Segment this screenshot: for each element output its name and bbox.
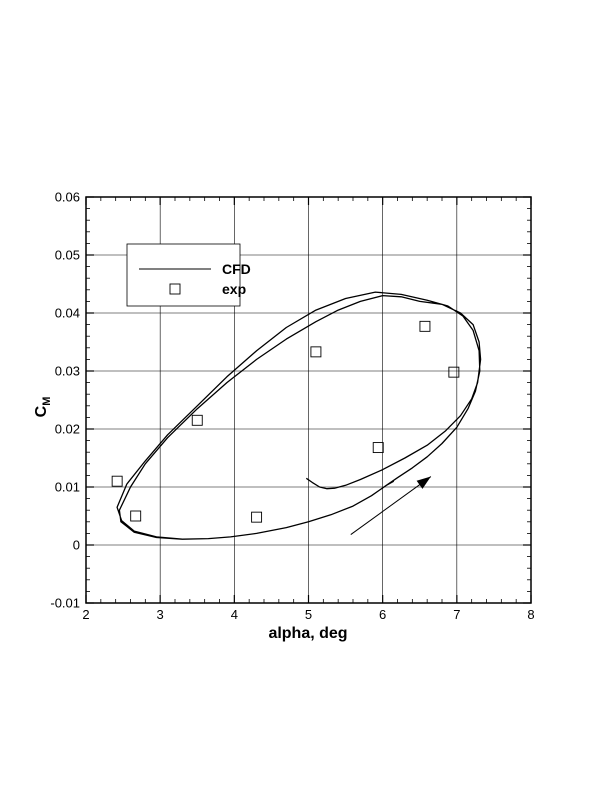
exp-data-point <box>419 320 431 332</box>
exp-data-point <box>191 414 203 426</box>
cfd-series-line <box>116 291 482 540</box>
y-tick-label: -0.01 <box>50 596 80 611</box>
plot-frame <box>85 196 532 604</box>
x-tick-label: 3 <box>157 607 164 622</box>
exp-data-point <box>111 475 123 487</box>
legend: CFD exp <box>126 243 251 307</box>
legend-exp-label: exp <box>222 281 246 297</box>
exp-data-point <box>372 442 384 454</box>
x-tick-label: 5 <box>305 607 312 622</box>
y-tick-label: 0.06 <box>55 190 80 205</box>
direction-arrow-head <box>416 476 431 489</box>
svg-text:CM: CM <box>33 397 53 418</box>
x-tick-label: 8 <box>527 607 534 622</box>
y-axis-title-main: C <box>33 405 50 417</box>
legend-exp-marker <box>169 283 181 295</box>
x-axis-title: alpha, deg <box>268 625 347 642</box>
series-layer <box>111 291 482 540</box>
y-tick-label: 0.01 <box>55 480 80 495</box>
y-tick-label: 0 <box>73 538 80 553</box>
tick-labels: 2 3 4 5 6 7 8 -0.01 0 0.01 0.02 0.03 0.04 0.05 0.06 <box>50 190 534 623</box>
y-axis-title: CM <box>33 397 53 418</box>
grid-lines <box>85 196 532 604</box>
direction-arrow-shaft <box>350 476 432 535</box>
x-tick-label: 7 <box>453 607 460 622</box>
y-tick-label: 0.04 <box>55 306 80 321</box>
y-axis-title-sub: M <box>41 397 53 406</box>
legend-box <box>126 243 241 307</box>
exp-data-point <box>310 346 322 358</box>
y-tick-label: 0.05 <box>55 248 80 263</box>
y-tick-label: 0.03 <box>55 364 80 379</box>
x-tick-label: 2 <box>82 607 89 622</box>
y-tick-label: 0.02 <box>55 422 80 437</box>
x-tick-label: 4 <box>231 607 238 622</box>
exp-data-point <box>448 366 460 378</box>
annotation-layer <box>350 476 432 535</box>
legend-cfd-label: CFD <box>222 261 251 277</box>
exp-data-point <box>251 511 263 523</box>
exp-data-point <box>130 510 142 522</box>
x-tick-label: 6 <box>379 607 386 622</box>
